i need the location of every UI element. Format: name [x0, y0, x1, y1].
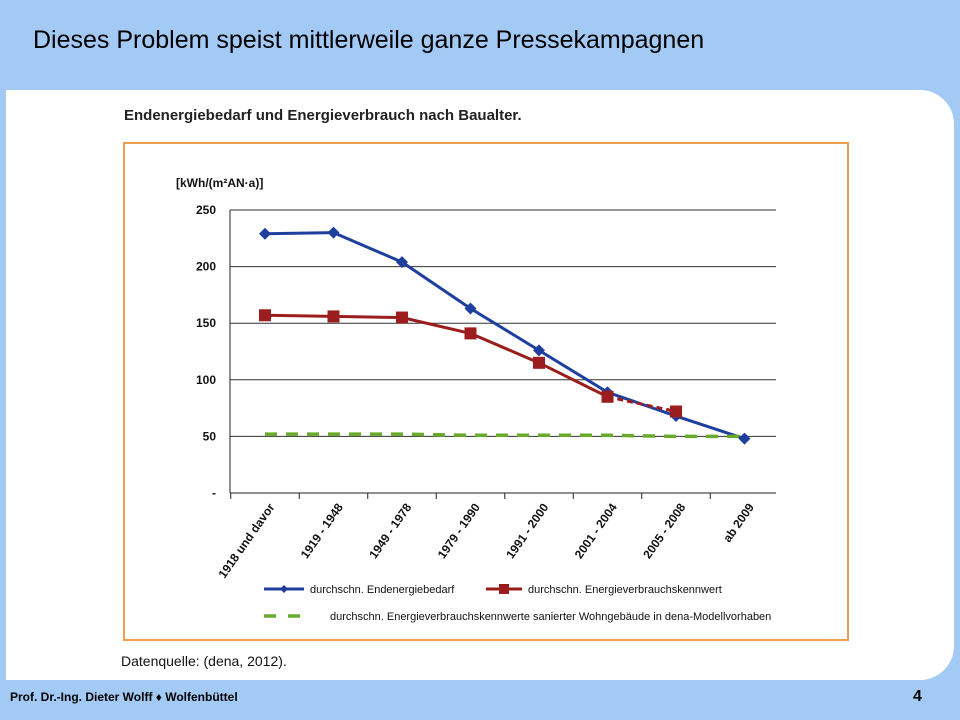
data-point-square	[533, 356, 545, 369]
data-point-square	[396, 311, 408, 324]
data-source-note: Datenquelle: (dena, 2012).	[121, 653, 287, 669]
y-axis-label: [kWh/(m²AN·a)]	[176, 176, 263, 190]
y-tick-label: -	[212, 486, 216, 500]
legend-label-1: durchschn. Endenergiebedarf	[310, 584, 455, 596]
series-line-1	[264, 231, 745, 441]
data-point-diamond	[738, 432, 751, 445]
y-tick-label: 100	[196, 373, 216, 387]
y-tick-label: 200	[196, 260, 216, 274]
data-point-square	[670, 405, 682, 418]
figure-heading: Endenergiebedarf und Energieverbrauch na…	[124, 107, 522, 124]
slide-title: Dieses Problem speist mittlerweile ganze…	[33, 26, 705, 54]
series-line-2	[264, 313, 609, 399]
y-tick-label: 150	[196, 316, 216, 330]
legend-label-2: durchschn. Energieverbrauchskennwert	[528, 584, 722, 596]
y-tick-label: 50	[203, 429, 217, 443]
x-tick-label: 1919 - 1948	[298, 500, 346, 561]
data-point-square	[259, 309, 271, 322]
page-number: 4	[913, 688, 922, 705]
data-point-square	[464, 327, 477, 340]
legend-label-3: durchschn. Energieverbrauchskennwerte sa…	[330, 611, 771, 623]
x-tick-label: 1991 - 2000	[503, 500, 551, 561]
data-point-diamond	[464, 302, 477, 315]
x-tick-label: 2005 - 2008	[640, 500, 688, 561]
series-line-3	[265, 432, 745, 439]
x-tick-label: ab 2009	[720, 500, 757, 544]
x-tick-label: 1979 - 1990	[435, 500, 483, 561]
content-panel: Endenergiebedarf und Energieverbrauch na…	[6, 90, 954, 680]
legend-marker-diamond	[280, 585, 288, 593]
x-tick-label: 1918 und davor	[215, 500, 277, 580]
data-point-diamond	[533, 344, 545, 357]
legend-marker-square	[499, 584, 509, 594]
series-line-2-dashed	[607, 395, 677, 413]
data-point-diamond	[327, 226, 340, 239]
chart-frame	[123, 142, 849, 641]
y-tick-label: 250	[196, 203, 216, 217]
data-point-diamond	[259, 227, 271, 240]
data-point-square	[327, 310, 340, 323]
footer-author: Prof. Dr.-Ing. Dieter Wolff ♦ Wolfenbütt…	[10, 690, 238, 704]
chart-figure: Endenergiebedarf und Energieverbrauch na…	[121, 107, 849, 669]
data-point-diamond	[396, 256, 408, 269]
data-point-square	[601, 390, 614, 403]
x-tick-label: 1949 - 1978	[366, 500, 414, 561]
x-tick-label: 2001 - 2004	[572, 500, 620, 561]
